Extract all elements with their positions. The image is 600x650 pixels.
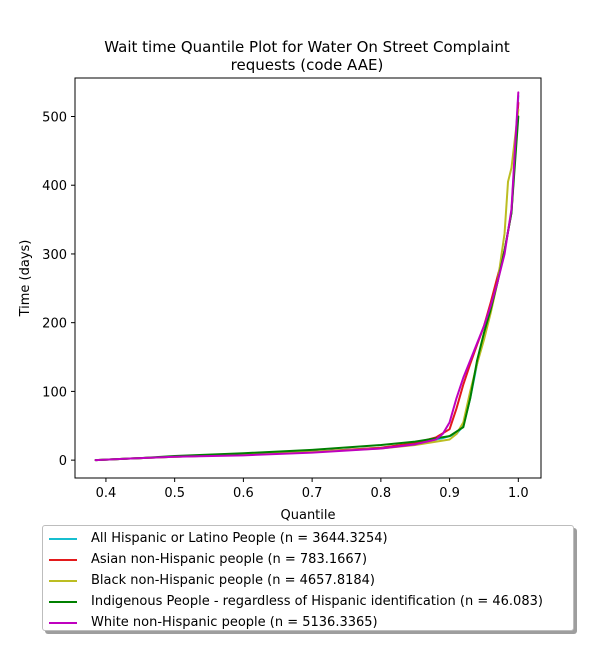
x-tick-label: 0.9 xyxy=(439,486,460,501)
x-tick-label: 1.0 xyxy=(508,486,529,501)
y-tick-label: 300 xyxy=(42,248,67,263)
x-tick-label: 0.6 xyxy=(233,486,254,501)
legend-swatch-hispanic xyxy=(49,537,77,540)
y-tick-label: 500 xyxy=(42,110,67,125)
legend-label-hispanic: All Hispanic or Latino People (n = 3644.… xyxy=(91,531,388,546)
series-line-4 xyxy=(94,91,520,462)
y-tick-label: 100 xyxy=(42,385,67,400)
legend-label-black: Black non-Hispanic people (n = 4657.8184… xyxy=(91,573,375,588)
y-axis-ticks: 0 100 200 300 400 500 xyxy=(42,110,75,469)
legend-label-white: White non-Hispanic people (n = 5136.3365… xyxy=(91,615,378,630)
x-tick-label: 0.7 xyxy=(302,486,323,501)
x-tick-label: 0.5 xyxy=(164,486,185,501)
legend-item-asian: Asian non-Hispanic people (n = 783.1667) xyxy=(43,549,367,570)
legend-item-white: White non-Hispanic people (n = 5136.3365… xyxy=(43,612,378,633)
chart-title-line-1: Wait time Quantile Plot for Water On Str… xyxy=(104,38,510,56)
y-tick-label: 200 xyxy=(42,317,67,332)
series-line-3 xyxy=(94,115,520,462)
x-tick-label: 0.4 xyxy=(96,486,117,501)
legend-item-black: Black non-Hispanic people (n = 4657.8184… xyxy=(43,570,375,591)
y-tick-label: 0 xyxy=(59,454,67,469)
plot-area-frame xyxy=(74,77,542,479)
legend-item-indigenous: Indigenous People - regardless of Hispan… xyxy=(43,591,543,612)
x-axis-label: Quantile xyxy=(281,508,336,523)
y-axis-label: Time (days) xyxy=(18,240,33,318)
y-tick-label: 400 xyxy=(42,179,67,194)
legend-swatch-indigenous xyxy=(49,600,77,603)
chart-title-line-2: requests (code AAE) xyxy=(231,56,384,74)
x-axis-ticks: 0.4 0.5 0.6 0.7 0.8 0.9 1.0 xyxy=(96,478,529,501)
series-line-2 xyxy=(94,108,520,462)
legend: All Hispanic or Latino People (n = 3644.… xyxy=(42,525,574,631)
series-layer xyxy=(94,91,520,462)
legend-label-asian: Asian non-Hispanic people (n = 783.1667) xyxy=(91,552,368,567)
legend-swatch-black xyxy=(49,579,77,582)
legend-item-hispanic: All Hispanic or Latino People (n = 3644.… xyxy=(43,528,388,549)
legend-swatch-asian xyxy=(49,558,77,561)
legend-label-indigenous: Indigenous People - regardless of Hispan… xyxy=(91,594,543,609)
legend-swatch-white xyxy=(49,621,77,624)
x-tick-label: 0.8 xyxy=(371,486,392,501)
